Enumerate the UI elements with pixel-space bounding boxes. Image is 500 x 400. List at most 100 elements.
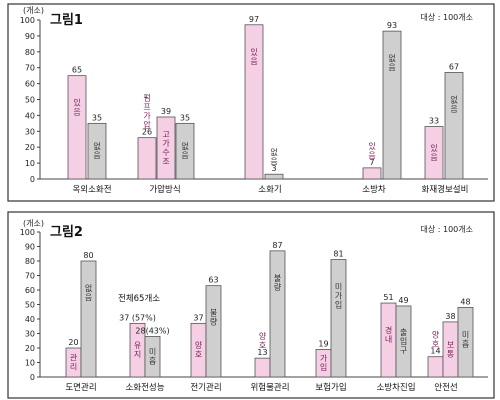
chart1-y-tick-label: 40: [25, 111, 35, 120]
chart1-y-tick-label: 60: [25, 80, 35, 89]
chart2-data-label: 13: [257, 348, 267, 357]
chart2-y-tick-label: 0: [30, 373, 35, 382]
chart1-y-tick-label: 70: [25, 64, 35, 73]
chart1-category-label: 옥외소화전: [72, 184, 111, 195]
chart2-category-label: 위험물관리: [250, 382, 289, 393]
chart1-title: 그림1: [50, 13, 83, 28]
chart2-bar: [427, 356, 444, 378]
chart2-y-tick-label: 80: [25, 257, 35, 266]
chart2-category-label: 보험가입: [315, 383, 346, 393]
chart2-data-label: 19: [318, 339, 328, 348]
chart1-category-label: 가압방식: [149, 184, 180, 195]
chart1-y-tick-label: 30: [25, 127, 35, 136]
chart2-data-label: 14: [430, 347, 440, 356]
chart1-y-tick-label: 10: [25, 159, 35, 168]
chart2-data-label: 37 (57%): [119, 313, 156, 322]
chart1-bar: [424, 126, 444, 180]
chart1-bar: [156, 116, 176, 180]
chart2-data-label: 20: [68, 338, 78, 347]
chart1-data-label: 39: [161, 107, 171, 116]
chart1-category-label: 소방차: [362, 184, 386, 195]
chart2-data-label: 37: [193, 313, 203, 322]
chart2-data-label: 49: [398, 296, 408, 305]
chart2-bar: [254, 357, 271, 378]
chart1-data-label: 3: [271, 164, 276, 173]
chart2-data-label: 48: [460, 297, 470, 306]
chart2-y-tick-label: 10: [25, 359, 35, 368]
chart1-frame: [7, 3, 495, 202]
chart2-y-tick-label: 90: [25, 243, 35, 252]
chart1-bar: [87, 122, 107, 180]
chart1-bar: [444, 72, 464, 180]
chart1-y-tick-label: 100: [20, 16, 35, 25]
chart1-y-tick-label: 90: [25, 32, 35, 41]
chart1-data-label: 7: [369, 158, 374, 167]
chart2-frame: [7, 211, 495, 399]
chart1-bar: [67, 75, 87, 180]
chart2-title: 그림2: [50, 225, 83, 240]
chart2-data-label: 81: [333, 250, 343, 259]
chart2-data-label: 28(43%): [135, 326, 169, 335]
chart2-bar: [144, 335, 161, 378]
chart2-bar: [205, 285, 222, 378]
chart2-data-label: 63: [208, 276, 218, 285]
chart1-data-label: 97: [249, 15, 259, 24]
chart1-data-label: 93: [387, 21, 397, 30]
chart2-y-tick-label: 60: [25, 286, 35, 295]
chart1-ylabel: (개소): [23, 5, 44, 15]
chart2-note: 대상 : 100개소: [421, 224, 474, 234]
chart2-category-label: 전기관리: [190, 382, 221, 393]
chart1-bar: [264, 173, 284, 180]
chart2-data-label: 51: [383, 293, 393, 302]
chart1-y-tick-label: 80: [25, 48, 35, 57]
chart1-data-label: 35: [92, 113, 102, 122]
chart2-data-label: 38: [445, 312, 455, 321]
chart2-category-label: 안전선: [434, 382, 457, 393]
chart1-category-label: 화재경보설비: [422, 184, 469, 195]
chart2-bar: [269, 250, 286, 378]
chart1-data-label: 26: [142, 128, 152, 137]
chart2-y-tick-label: 20: [25, 344, 35, 353]
chart2-y-tick-label: 30: [25, 330, 35, 339]
chart1-bar: [137, 137, 157, 180]
chart2-data-label: 80: [83, 251, 93, 260]
chart2-bar: [395, 305, 412, 378]
chart2-y-tick-label: 100: [20, 228, 35, 237]
chart1-data-label: 33: [429, 117, 439, 126]
chart2-y-tick-label: 40: [25, 315, 35, 324]
chart1-data-label: 35: [180, 113, 190, 122]
chart1-bar: [175, 122, 195, 180]
chart2-category-label: 소방차진입: [376, 382, 415, 393]
chart2-category-label: 도면관리: [65, 382, 96, 393]
chart2-y-tick-label: 50: [25, 301, 35, 310]
chart2-bar: [80, 260, 97, 378]
chart1-y-tick-label: 0: [30, 175, 35, 184]
chart1-y-tick-label: 50: [25, 96, 35, 105]
